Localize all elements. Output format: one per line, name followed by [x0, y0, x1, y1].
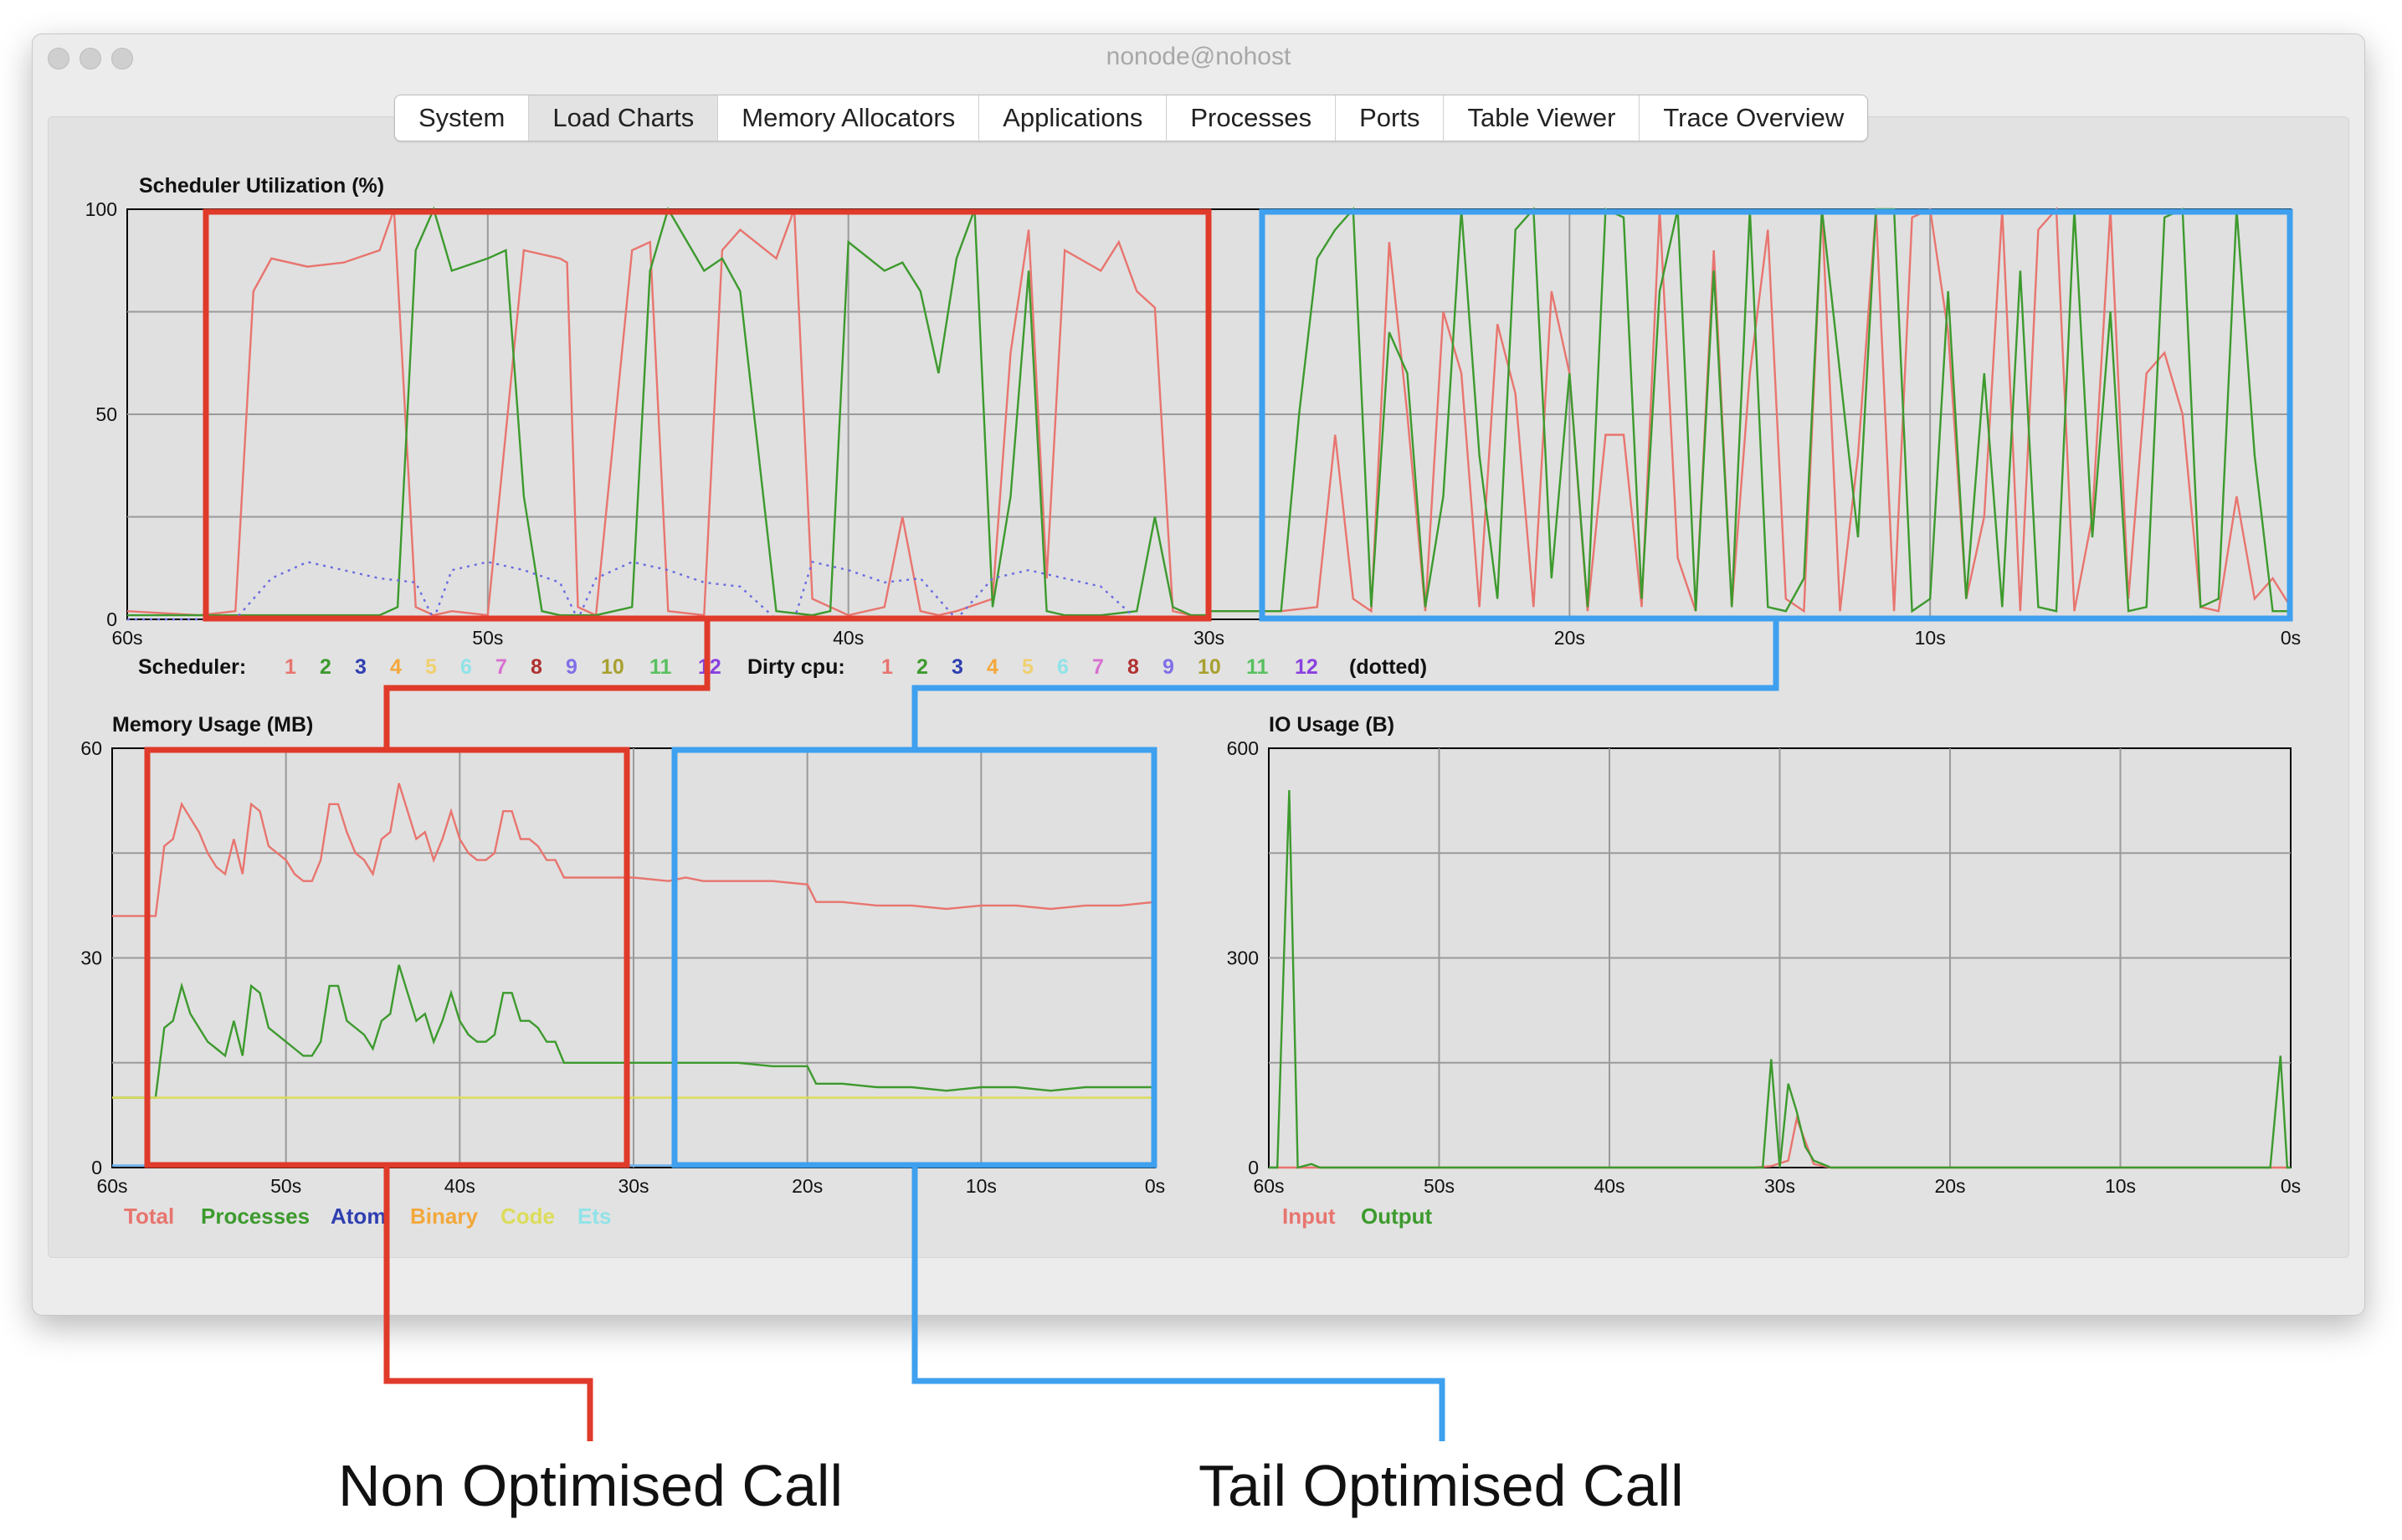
dirty-legend-item: 10 [1198, 655, 1221, 679]
scheduler-title: Scheduler Utilization (%) [139, 174, 384, 198]
tab-ports[interactable]: Ports [1336, 95, 1445, 141]
memory-legend-item: Code [500, 1204, 555, 1229]
scheduler-xtick: 10s [1915, 627, 1946, 649]
io-title: IO Usage (B) [1269, 713, 1394, 737]
minimize-button[interactable] [80, 48, 101, 69]
scheduler-xtick: 60s [111, 627, 142, 649]
connector-red-bottom [383, 1165, 593, 1441]
scheduler-series-line [1209, 206, 2292, 613]
scheduler-ytick: 0 [106, 608, 117, 630]
tab-trace-overview[interactable]: Trace Overview [1663, 103, 1845, 132]
dirty-legend-item: 8 [1127, 655, 1139, 679]
tab-system[interactable]: System [395, 95, 530, 141]
scheduler-legend-item: 2 [320, 655, 331, 679]
scheduler-series-line [127, 206, 1209, 617]
scheduler-ytick: 50 [95, 403, 117, 425]
dirty-legend-item: 2 [916, 655, 928, 679]
io-xtick: 10s [2105, 1175, 2136, 1197]
scheduler-series-line [1209, 206, 2291, 613]
scheduler-legend-item: 6 [460, 655, 472, 679]
tab-load-charts[interactable]: Load Charts [529, 95, 719, 141]
callout-non-optimised: Non Optimised Call [338, 1453, 843, 1518]
memory-legend-item: Total [124, 1204, 174, 1229]
dirty-legend-item: 1 [881, 655, 893, 679]
memory-ytick: 60 [80, 737, 102, 759]
tab-applications[interactable]: Applications [979, 95, 1168, 141]
memory-legend-item: Atom [331, 1204, 386, 1229]
memory-legend-item: Binary [410, 1204, 478, 1229]
dirty-legend-item: 11 [1246, 655, 1269, 679]
tab-table-viewer[interactable]: Table Viewer [1444, 95, 1640, 141]
dirty-legend-item: 7 [1092, 655, 1104, 679]
memory-series-line [112, 783, 1156, 917]
dirty-legend-item: 9 [1163, 655, 1174, 679]
zoom-button[interactable] [111, 48, 133, 69]
scheduler-xtick: 40s [833, 627, 864, 649]
memory-series-line [112, 964, 1155, 1099]
io-xtick: 40s [1594, 1175, 1624, 1197]
memory-ytick: 30 [80, 947, 102, 969]
io-legend-item: Output [1361, 1204, 1433, 1229]
scheduler-legend-item: 4 [390, 655, 402, 679]
scheduler-legend-item: 7 [495, 655, 507, 679]
scheduler-legend-item: 3 [355, 655, 367, 679]
scheduler-xtick: 20s [1554, 627, 1585, 649]
connector-blue-top [911, 619, 1779, 750]
scheduler-ytick: 100 [85, 198, 117, 220]
window-title: nonode@nohost [1106, 43, 1291, 70]
scheduler-series-line [126, 208, 1209, 617]
scheduler-legend-item: 1 [285, 655, 296, 679]
memory-xtick: 0s [1145, 1175, 1165, 1197]
scheduler-legend-item: 11 [649, 655, 672, 679]
connector-blue-bottom [911, 1165, 1445, 1441]
dirty-legend-item: 4 [987, 655, 998, 679]
tab-bar: System Load Charts Memory Allocators Applic… [394, 95, 1869, 141]
dirty-legend-item: 6 [1057, 655, 1069, 679]
memory-xtick: 60s [96, 1175, 127, 1197]
scheduler-xtick: 50s [472, 627, 503, 649]
dirty-legend-item: 12 [1295, 655, 1318, 679]
io-xtick: 30s [1764, 1175, 1795, 1197]
scheduler-legend-item: 10 [601, 655, 624, 679]
io-ytick: 600 [1227, 737, 1259, 759]
memory-title: Memory Usage (MB) [112, 713, 313, 737]
io-series-line [1269, 790, 2291, 1169]
tab-processes[interactable]: Processes [1167, 95, 1337, 141]
title-bar: nonode@nohost [33, 34, 2364, 81]
tab-memory-allocators[interactable]: Memory Allocators [718, 95, 980, 141]
io-legend-item: Input [1282, 1204, 1336, 1229]
memory-legend-item: Ets [577, 1204, 611, 1229]
memory-xtick: 30s [618, 1175, 649, 1197]
scheduler-legend-item: 8 [531, 655, 542, 679]
memory-legend-item: Processes [201, 1204, 310, 1229]
memory-xtick: 10s [966, 1175, 997, 1197]
scheduler-legend-label: Scheduler: [138, 655, 246, 679]
memory-xtick: 20s [792, 1175, 823, 1197]
io-xtick: 50s [1424, 1175, 1455, 1197]
dirty-legend-item: 3 [952, 655, 963, 679]
memory-xtick: 40s [444, 1175, 475, 1197]
dirty-legend-dotted: (dotted) [1349, 655, 1427, 679]
scheduler-xtick: 30s [1193, 627, 1224, 649]
memory-ytick: 0 [91, 1157, 102, 1178]
io-xtick: 0s [2281, 1175, 2301, 1197]
close-button[interactable] [48, 48, 69, 69]
connector-red-top [383, 619, 711, 750]
io-ytick: 0 [1248, 1157, 1259, 1178]
scheduler-xtick: 0s [2281, 627, 2301, 649]
memory-xtick: 50s [270, 1175, 301, 1197]
io-ytick: 300 [1227, 947, 1259, 969]
io-xtick: 20s [1934, 1175, 1965, 1197]
dirty-legend-label: Dirty cpu: [747, 655, 845, 679]
io-xtick: 60s [1253, 1175, 1284, 1197]
dirty-legend-item: 5 [1022, 655, 1034, 679]
scheduler-legend-item: 5 [425, 655, 437, 679]
callout-tail-optimised: Tail Optimised Call [1198, 1453, 1684, 1518]
scheduler-legend-item: 9 [566, 655, 577, 679]
